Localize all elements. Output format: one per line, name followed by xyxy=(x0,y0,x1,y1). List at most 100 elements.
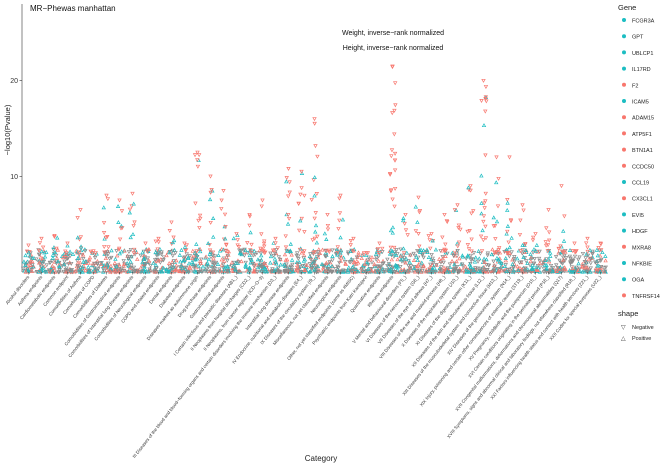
data-point xyxy=(26,250,31,255)
data-point xyxy=(179,263,184,268)
data-point xyxy=(561,266,566,271)
data-point xyxy=(140,250,145,255)
data-point xyxy=(164,253,169,258)
data-point xyxy=(477,256,482,261)
data-point xyxy=(55,259,61,264)
data-point xyxy=(388,264,393,269)
data-point xyxy=(375,264,380,269)
data-point xyxy=(210,250,216,255)
data-point xyxy=(197,249,203,254)
data-point xyxy=(479,249,485,254)
data-point xyxy=(268,254,274,259)
data-point xyxy=(95,258,100,263)
data-point xyxy=(596,246,601,251)
data-point xyxy=(530,266,535,271)
data-point xyxy=(531,247,537,252)
data-point xyxy=(270,269,275,273)
data-point xyxy=(284,262,289,267)
data-point xyxy=(477,269,483,274)
data-point xyxy=(476,248,481,253)
data-point xyxy=(186,270,191,275)
data-point xyxy=(262,244,267,249)
data-point xyxy=(222,212,228,217)
data-point xyxy=(140,260,145,265)
data-point xyxy=(290,262,295,267)
data-point xyxy=(158,260,163,265)
data-point xyxy=(206,265,211,269)
data-point xyxy=(174,266,179,271)
data-point xyxy=(203,254,209,259)
data-point xyxy=(442,212,447,217)
legend-entry: CX3CL1 xyxy=(632,197,653,203)
data-point xyxy=(80,269,85,274)
data-point xyxy=(398,247,403,252)
data-point xyxy=(598,248,604,253)
data-point xyxy=(284,257,290,262)
data-point xyxy=(302,249,307,254)
data-point xyxy=(161,258,166,263)
data-point xyxy=(315,154,320,159)
data-point xyxy=(532,257,537,262)
data-point xyxy=(483,153,488,158)
data-point xyxy=(161,265,166,270)
data-point xyxy=(155,258,161,263)
data-point xyxy=(69,268,75,273)
data-point xyxy=(504,268,509,273)
data-point xyxy=(311,178,316,183)
data-point xyxy=(233,260,239,265)
data-point xyxy=(520,203,525,208)
data-point xyxy=(319,261,325,266)
data-point xyxy=(28,263,33,267)
data-point xyxy=(372,264,378,269)
data-point xyxy=(285,221,291,226)
data-point xyxy=(39,249,44,254)
data-point xyxy=(554,263,559,268)
data-point xyxy=(323,248,328,253)
data-point xyxy=(441,260,446,265)
data-point xyxy=(153,250,158,255)
data-point xyxy=(103,256,109,261)
legend-entry: ADAM15 xyxy=(632,116,654,122)
data-point xyxy=(177,268,182,273)
legend-entry: F2 xyxy=(632,83,638,89)
annotation-height: Height, inverse−rank normalized xyxy=(343,45,444,52)
data-point xyxy=(193,201,198,206)
data-point xyxy=(69,261,74,266)
data-point xyxy=(563,256,569,261)
data-point xyxy=(457,256,462,261)
data-point xyxy=(78,244,84,249)
data-point xyxy=(600,250,605,255)
data-point xyxy=(405,269,411,274)
data-point xyxy=(117,237,123,242)
data-point xyxy=(388,266,394,271)
data-point xyxy=(282,252,288,257)
data-point xyxy=(528,259,533,264)
data-point xyxy=(464,268,470,273)
data-point xyxy=(520,267,525,272)
data-point xyxy=(105,234,110,239)
data-point xyxy=(294,251,300,256)
data-point xyxy=(477,266,483,271)
data-point xyxy=(25,263,31,268)
data-point xyxy=(167,269,172,273)
data-point xyxy=(517,233,523,238)
data-point xyxy=(405,233,410,238)
data-point xyxy=(491,268,497,273)
data-point xyxy=(496,246,502,251)
data-point xyxy=(377,251,382,255)
data-point xyxy=(65,241,70,246)
data-point xyxy=(54,255,60,260)
data-point xyxy=(408,264,414,269)
data-point xyxy=(210,265,215,270)
data-point xyxy=(421,264,426,269)
data-point xyxy=(113,256,118,261)
data-point xyxy=(119,249,124,254)
data-point xyxy=(398,264,403,269)
data-point xyxy=(418,247,424,252)
data-point xyxy=(77,237,82,242)
data-point xyxy=(577,255,582,260)
data-point xyxy=(380,250,385,255)
data-point xyxy=(307,254,313,259)
data-point xyxy=(211,234,216,239)
data-point xyxy=(490,247,495,252)
